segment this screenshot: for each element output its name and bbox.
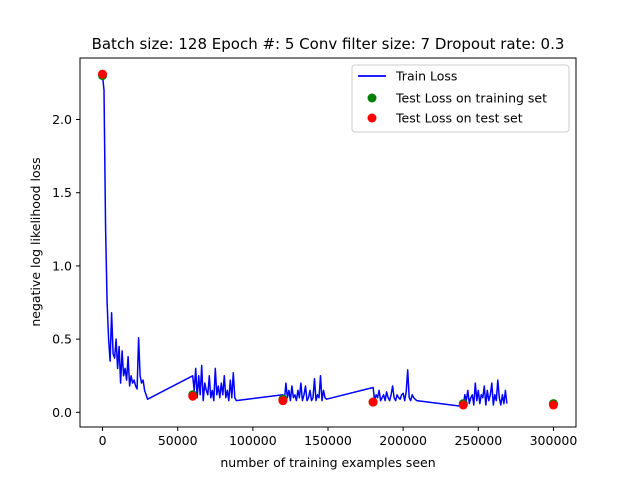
x-axis-label: number of training examples seen [220, 455, 435, 470]
test-loss-test-set-point [368, 397, 378, 407]
x-tick-label: 250000 [454, 433, 502, 448]
test-loss-test-set-point [458, 400, 468, 410]
x-tick-label: 300000 [530, 433, 578, 448]
test-loss-test-set-point [98, 69, 108, 79]
x-tick-label: 50000 [158, 433, 198, 448]
test-loss-test-set-point [548, 400, 558, 410]
x-axis-ticks: 0 50000 100000 150000 200000 250000 300000 [99, 427, 578, 448]
test-loss-test-set-point [278, 396, 288, 406]
x-tick-label: 200000 [379, 433, 427, 448]
plot-area [79, 57, 577, 428]
legend-box [351, 64, 570, 133]
y-tick-label: 0.5 [52, 332, 72, 347]
x-tick-label: 0 [99, 433, 107, 448]
train-loss-line [101, 75, 508, 408]
x-tick-label: 150000 [304, 433, 352, 448]
legend-green-marker [367, 93, 377, 103]
legend-red-marker [367, 113, 377, 123]
legend: Train Loss Test Loss on training set Tes… [351, 64, 570, 133]
y-tick-label: 0.0 [52, 405, 72, 420]
y-tick-label: 2.0 [52, 112, 72, 127]
series-layer [98, 69, 558, 410]
x-tick-label: 100000 [229, 433, 277, 448]
y-axis-label: negative log likelihood loss [28, 157, 43, 326]
legend-label-test-loss-test-set: Test Loss on test set [395, 111, 523, 126]
test-loss-test-set-point [188, 391, 198, 401]
y-tick-label: 1.0 [52, 258, 72, 273]
y-axis-ticks: 0.0 0.5 1.0 1.5 2.0 [52, 112, 80, 420]
y-tick-label: 1.5 [52, 185, 72, 200]
chart-title: Batch size: 128 Epoch #: 5 Conv filter s… [92, 35, 565, 53]
legend-label-train-loss: Train Loss [395, 69, 457, 84]
legend-label-test-loss-training-set: Test Loss on training set [395, 91, 547, 106]
